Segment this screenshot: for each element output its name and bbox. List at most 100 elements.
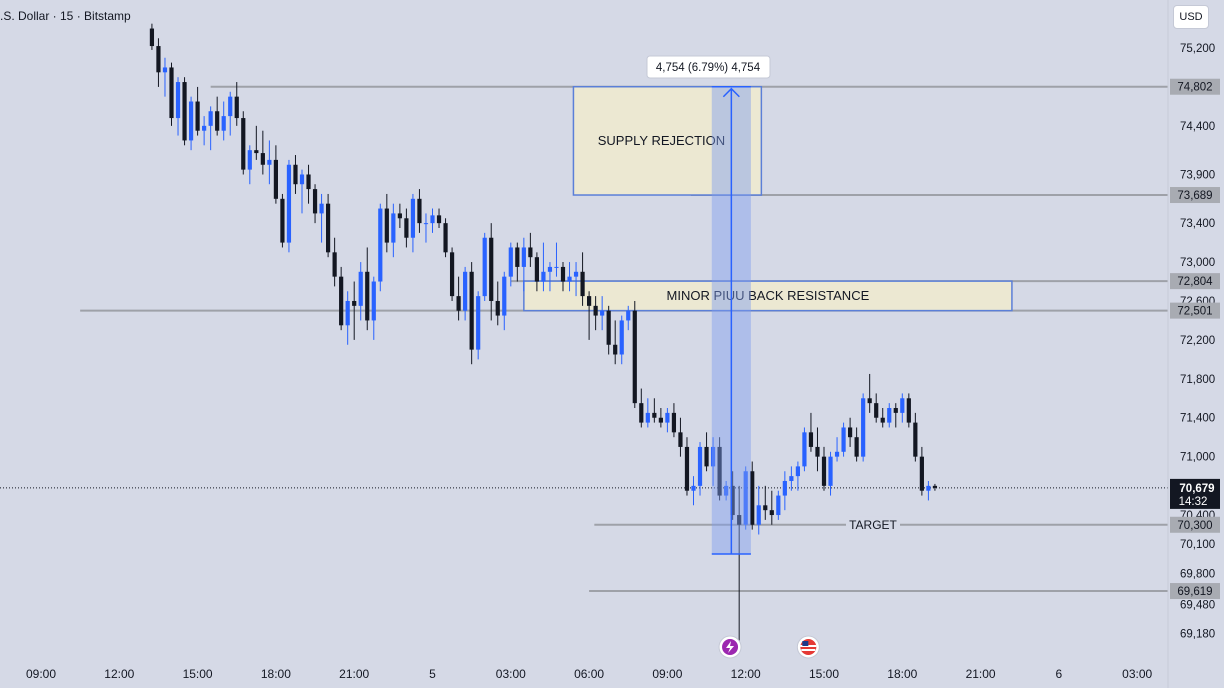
candle[interactable] bbox=[600, 296, 605, 331]
candle[interactable] bbox=[554, 242, 559, 277]
candle[interactable] bbox=[202, 116, 207, 146]
candle[interactable] bbox=[358, 262, 363, 321]
candle[interactable] bbox=[678, 417, 683, 457]
candle[interactable] bbox=[195, 86, 200, 136]
candle[interactable] bbox=[534, 252, 539, 292]
candle[interactable] bbox=[547, 262, 553, 292]
candle[interactable] bbox=[665, 408, 670, 433]
candle[interactable] bbox=[782, 471, 787, 511]
candle[interactable] bbox=[476, 291, 481, 360]
candle[interactable] bbox=[795, 461, 800, 491]
candle[interactable] bbox=[645, 398, 650, 428]
candle[interactable] bbox=[175, 77, 181, 136]
candle[interactable] bbox=[887, 403, 892, 428]
candle[interactable] bbox=[913, 412, 918, 462]
candle[interactable] bbox=[247, 145, 252, 185]
candle[interactable] bbox=[854, 427, 859, 462]
candle[interactable] bbox=[613, 320, 618, 365]
candle[interactable] bbox=[384, 193, 389, 253]
candle[interactable] bbox=[704, 432, 709, 472]
candle[interactable] bbox=[228, 91, 233, 136]
candle[interactable] bbox=[299, 169, 305, 214]
candle[interactable] bbox=[639, 388, 644, 428]
candle[interactable] bbox=[267, 140, 272, 185]
candle[interactable] bbox=[737, 485, 742, 647]
candle[interactable] bbox=[580, 252, 585, 306]
candle[interactable] bbox=[802, 427, 807, 472]
candle[interactable] bbox=[293, 155, 298, 194]
candle[interactable] bbox=[926, 480, 931, 501]
candle[interactable] bbox=[482, 232, 487, 301]
candle[interactable] bbox=[436, 208, 442, 229]
candle[interactable] bbox=[254, 125, 259, 160]
candle[interactable] bbox=[326, 193, 331, 258]
candle[interactable] bbox=[808, 412, 814, 452]
candle[interactable] bbox=[932, 483, 938, 491]
candle[interactable] bbox=[443, 218, 448, 258]
candle[interactable] bbox=[919, 446, 924, 496]
zone-1[interactable] bbox=[523, 280, 1013, 312]
candle[interactable] bbox=[906, 393, 911, 428]
candle[interactable] bbox=[900, 393, 905, 423]
candle[interactable] bbox=[776, 490, 781, 520]
candle[interactable] bbox=[495, 281, 500, 326]
candle[interactable] bbox=[345, 291, 350, 345]
candle[interactable] bbox=[632, 300, 637, 409]
candle[interactable] bbox=[671, 403, 677, 438]
candle[interactable] bbox=[893, 403, 898, 428]
candle[interactable] bbox=[841, 422, 846, 457]
candle[interactable] bbox=[371, 276, 376, 340]
candle[interactable] bbox=[280, 193, 285, 248]
candle[interactable] bbox=[332, 237, 337, 287]
candle[interactable] bbox=[404, 208, 409, 248]
candle[interactable] bbox=[234, 82, 239, 126]
candle[interactable] bbox=[658, 408, 663, 428]
candle[interactable] bbox=[188, 96, 194, 151]
candle[interactable] bbox=[874, 393, 879, 423]
candle[interactable] bbox=[684, 437, 690, 496]
candle[interactable] bbox=[156, 38, 161, 87]
candle[interactable] bbox=[391, 203, 396, 258]
candle[interactable] bbox=[162, 57, 168, 97]
candle[interactable] bbox=[273, 145, 278, 204]
candle[interactable] bbox=[880, 408, 885, 428]
candle[interactable] bbox=[750, 461, 755, 530]
currency-button[interactable]: USD bbox=[1173, 5, 1209, 29]
candle[interactable] bbox=[521, 237, 526, 292]
candle[interactable] bbox=[502, 271, 507, 331]
candle[interactable] bbox=[208, 106, 213, 151]
candle[interactable] bbox=[319, 193, 324, 243]
candle[interactable] bbox=[828, 451, 833, 496]
candle[interactable] bbox=[593, 296, 598, 331]
lightning-event-icon[interactable] bbox=[718, 635, 742, 659]
candle[interactable] bbox=[221, 101, 226, 141]
candle[interactable] bbox=[489, 223, 494, 321]
candle[interactable] bbox=[515, 242, 520, 282]
candle[interactable] bbox=[626, 305, 631, 331]
zone-0[interactable] bbox=[572, 85, 763, 196]
candle[interactable] bbox=[697, 442, 703, 496]
candle[interactable] bbox=[560, 262, 566, 292]
candle[interactable] bbox=[430, 208, 435, 233]
candle[interactable] bbox=[724, 480, 729, 501]
candle[interactable] bbox=[815, 427, 820, 472]
candle[interactable] bbox=[691, 476, 696, 506]
candle[interactable] bbox=[306, 164, 311, 204]
candle[interactable] bbox=[730, 471, 735, 520]
candle[interactable] bbox=[756, 485, 761, 535]
candle[interactable] bbox=[769, 490, 774, 525]
candle[interactable] bbox=[710, 437, 716, 486]
candle[interactable] bbox=[652, 398, 657, 423]
candle[interactable] bbox=[848, 417, 853, 447]
candle[interactable] bbox=[867, 373, 872, 413]
candle[interactable] bbox=[573, 262, 579, 297]
candle[interactable] bbox=[861, 393, 866, 462]
candle[interactable] bbox=[286, 159, 292, 253]
candle[interactable] bbox=[365, 247, 370, 331]
candle[interactable] bbox=[423, 213, 429, 243]
candle[interactable] bbox=[149, 23, 155, 50]
candle[interactable] bbox=[821, 446, 827, 491]
candle[interactable] bbox=[743, 466, 748, 530]
candle[interactable] bbox=[312, 184, 318, 224]
